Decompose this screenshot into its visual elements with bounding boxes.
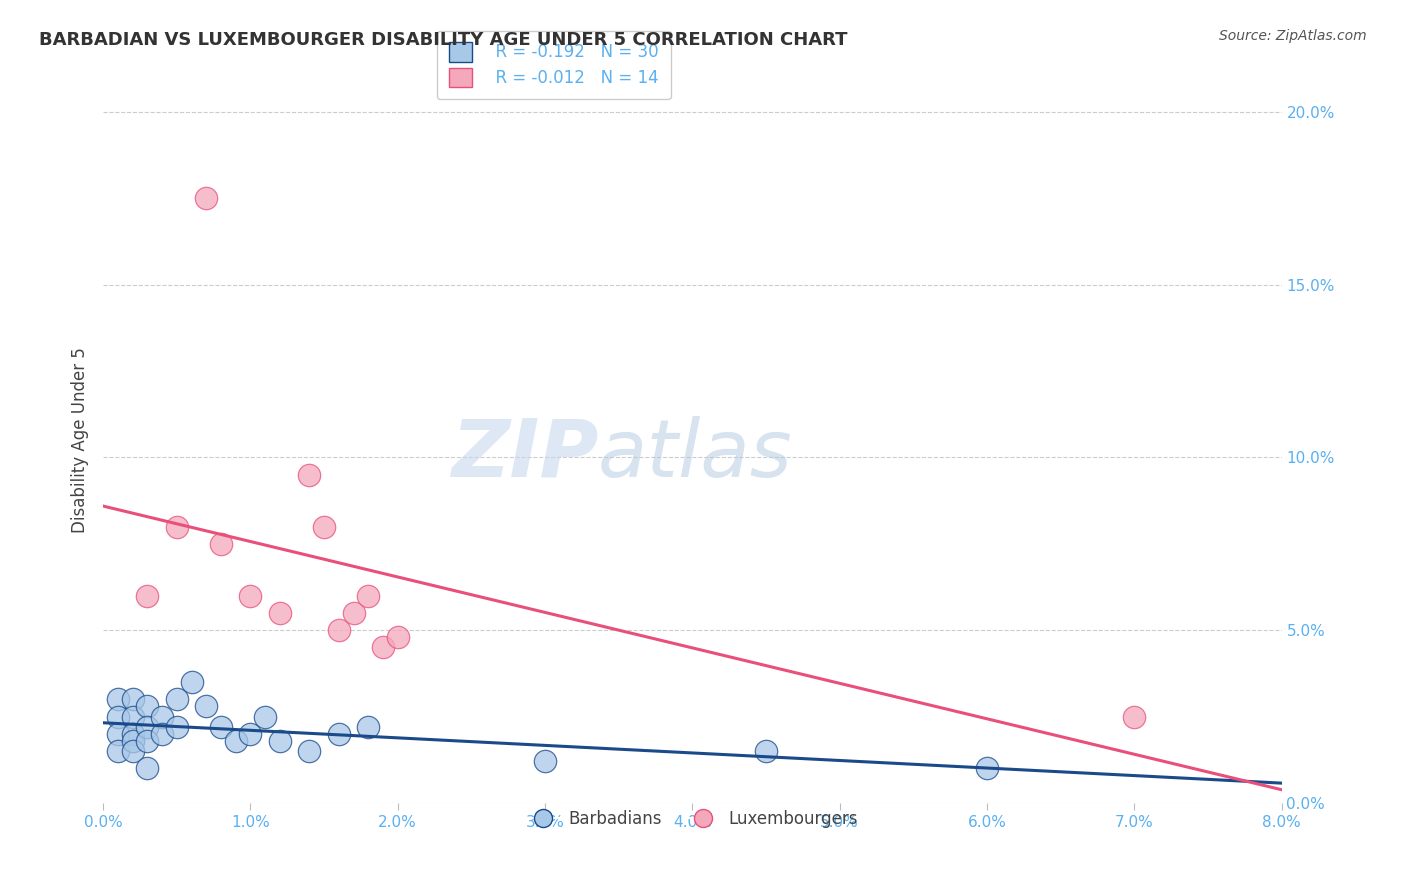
Point (166, 720, 188, 734)
Text: BARBADIAN VS LUXEMBOURGER DISABILITY AGE UNDER 5 CORRELATION CHART: BARBADIAN VS LUXEMBOURGER DISABILITY AGE… (39, 31, 848, 49)
Point (121, 709, 143, 723)
Point (166, 519, 188, 533)
Point (136, 699, 159, 714)
Point (269, 733, 291, 747)
Point (150, 709, 173, 723)
Point (209, 720, 232, 734)
Point (121, 692, 143, 706)
Point (136, 733, 159, 747)
Point (357, 720, 380, 734)
Text: atlas: atlas (598, 416, 793, 493)
Text: ZIP: ZIP (451, 416, 598, 493)
Point (121, 727, 143, 741)
Y-axis label: Disability Age Under 5: Disability Age Under 5 (72, 347, 89, 533)
Point (136, 589, 159, 603)
Point (239, 589, 262, 603)
Point (328, 624, 350, 638)
Point (136, 761, 159, 775)
Point (534, 755, 557, 769)
Point (269, 606, 291, 620)
Point (180, 675, 202, 690)
Point (254, 709, 277, 723)
Point (166, 692, 188, 706)
Point (195, 699, 218, 714)
Point (371, 640, 394, 655)
Point (107, 692, 129, 706)
Point (150, 727, 173, 741)
Point (976, 761, 998, 775)
Point (107, 744, 129, 758)
Point (136, 720, 159, 734)
Point (121, 733, 143, 747)
Point (755, 744, 778, 758)
Point (312, 519, 335, 533)
Point (328, 727, 350, 741)
Point (225, 733, 247, 747)
Point (195, 191, 218, 205)
Point (209, 537, 232, 551)
Point (357, 589, 380, 603)
Point (298, 467, 321, 482)
Legend: Barbadians, Luxembourgers: Barbadians, Luxembourgers (520, 803, 865, 835)
Point (107, 727, 129, 741)
Text: Source: ZipAtlas.com: Source: ZipAtlas.com (1219, 29, 1367, 43)
Point (342, 606, 364, 620)
Point (239, 727, 262, 741)
Point (298, 744, 321, 758)
Point (107, 709, 129, 723)
Point (387, 630, 409, 644)
Point (1123, 709, 1146, 723)
Point (121, 744, 143, 758)
